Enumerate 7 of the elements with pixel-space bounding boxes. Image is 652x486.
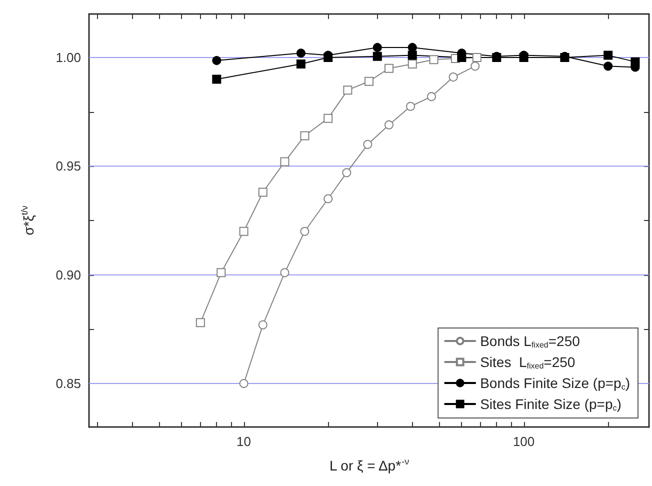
y-tick-label: 0.90 xyxy=(56,267,81,282)
y-tick-label: 0.95 xyxy=(56,158,81,174)
y-tick-label: 0.85 xyxy=(56,376,81,392)
x-tick-label: 100 xyxy=(512,434,535,449)
y-axis-title: σ*ξt/ν xyxy=(20,205,36,236)
y-tick-label: 1.00 xyxy=(56,50,81,65)
x-tick-label: 10 xyxy=(236,434,252,449)
